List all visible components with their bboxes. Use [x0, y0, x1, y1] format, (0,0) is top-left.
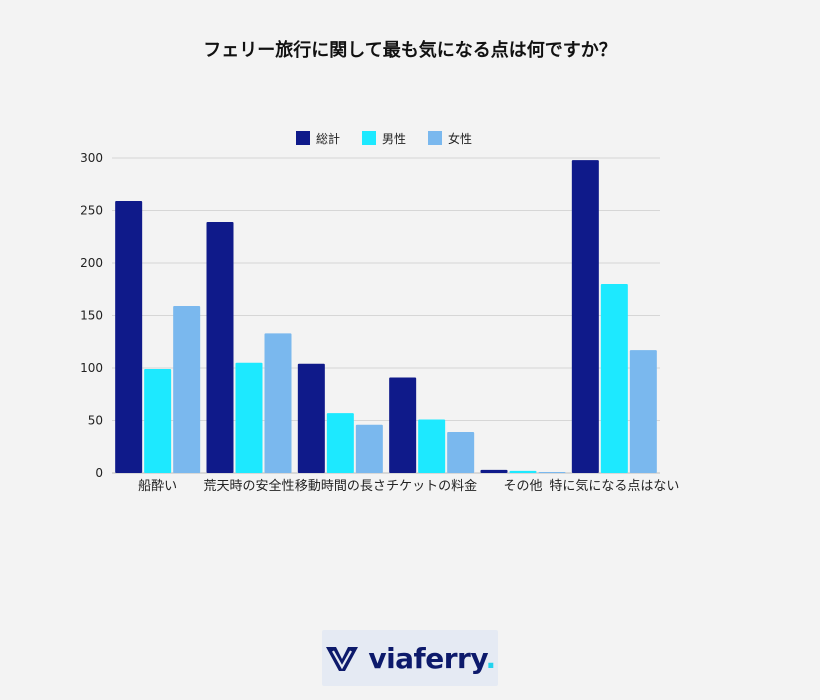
category-label: 特に気になる点はない	[549, 478, 679, 494]
legend-label: 男性	[382, 132, 406, 146]
bar-男性	[509, 470, 537, 473]
viaferry-logo: viaferry.	[322, 630, 498, 686]
bar-女性	[447, 432, 475, 473]
viaferry-logo-icon	[326, 647, 359, 671]
y-tick-label: 150	[80, 309, 103, 323]
bar-女性	[173, 306, 201, 473]
bar-総計	[115, 201, 143, 474]
bar-総計	[480, 469, 508, 473]
y-tick-label: 200	[80, 256, 103, 270]
bars	[115, 160, 657, 474]
bar-総計	[206, 222, 234, 473]
bar-男性	[418, 419, 446, 473]
y-tick-label: 0	[95, 466, 103, 480]
y-tick-label: 300	[80, 151, 103, 165]
bar-総計	[571, 160, 599, 473]
legend-swatch	[428, 131, 442, 145]
bar-総計	[389, 377, 417, 473]
x-axis-labels: 船酔い 荒天時の安全性 移動時間の長さ チケットの料金 その他 特に気になる点はない	[138, 478, 679, 494]
y-axis-ticks: 0 50 100 150 200 250 300	[80, 151, 103, 480]
legend: 総計 男性 女性	[296, 131, 472, 146]
legend-label: 女性	[448, 131, 472, 146]
bar-総計	[297, 363, 325, 473]
legend-swatch	[362, 131, 376, 145]
legend-swatch	[296, 131, 310, 145]
bar-男性	[600, 284, 628, 473]
bar-男性	[235, 362, 263, 473]
bar-chart: 0 50 100 150 200 250 300 船酔い 荒天時の安全性 移動時間の長さ チケット…	[80, 131, 679, 494]
category-label: チケットの料金	[386, 478, 477, 494]
y-tick-label: 50	[88, 414, 103, 428]
category-label: 船酔い	[138, 479, 177, 494]
bar-女性	[629, 350, 657, 473]
category-label: 荒天時の安全性	[203, 478, 294, 494]
viaferry-logo-text: viaferry.	[368, 641, 496, 675]
category-label: その他	[503, 479, 542, 494]
bar-女性	[355, 424, 383, 473]
bar-女性	[264, 333, 292, 473]
category-label: 移動時間の長さ	[295, 479, 386, 494]
bar-男性	[144, 369, 172, 473]
bar-男性	[326, 413, 354, 473]
chart-title: フェリー旅行に関して最も気になる点は何ですか？	[203, 40, 617, 61]
bar-女性	[538, 471, 566, 473]
y-tick-label: 100	[80, 361, 103, 375]
gridlines	[112, 157, 660, 474]
legend-label: 総計	[316, 131, 340, 146]
y-tick-label: 250	[80, 204, 103, 218]
